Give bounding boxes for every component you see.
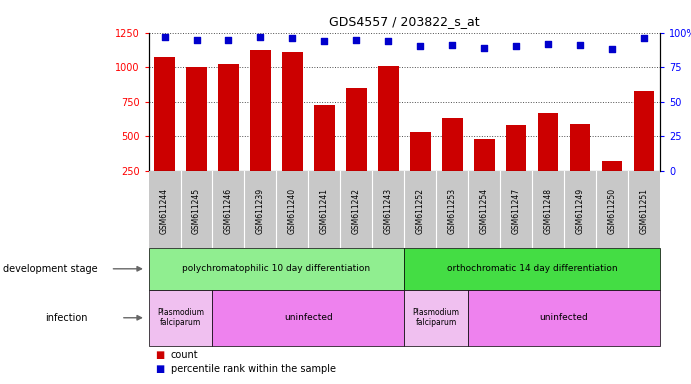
Bar [506, 124, 527, 205]
Text: ■: ■ [155, 364, 164, 374]
Bar [474, 139, 495, 205]
Point [159, 34, 170, 40]
Bar [442, 118, 462, 205]
Text: GSM611254: GSM611254 [480, 188, 489, 234]
Text: percentile rank within the sample: percentile rank within the sample [171, 364, 336, 374]
Text: development stage: development stage [3, 264, 98, 274]
Text: Plasmodium
falciparum: Plasmodium falciparum [413, 308, 460, 328]
Bar [538, 113, 558, 205]
Text: polychromatophilic 10 day differentiation: polychromatophilic 10 day differentiatio… [182, 264, 370, 273]
Text: orthochromatic 14 day differentiation: orthochromatic 14 day differentiation [447, 264, 617, 273]
Text: GSM611249: GSM611249 [576, 188, 585, 234]
Point [511, 43, 522, 50]
Text: GDS4557 / 203822_s_at: GDS4557 / 203822_s_at [329, 15, 480, 28]
Text: GSM611252: GSM611252 [416, 188, 425, 234]
Text: GSM611239: GSM611239 [256, 188, 265, 234]
Point [607, 46, 618, 52]
Point [255, 34, 266, 40]
Text: GSM611250: GSM611250 [607, 188, 616, 234]
Point [638, 35, 650, 41]
Point [191, 36, 202, 43]
Text: GSM611247: GSM611247 [511, 188, 520, 234]
Point [446, 42, 457, 48]
Text: GSM611248: GSM611248 [544, 188, 553, 234]
Text: GSM611240: GSM611240 [288, 188, 297, 234]
Point [542, 41, 553, 47]
Text: GSM611246: GSM611246 [224, 188, 233, 234]
Bar [282, 52, 303, 205]
Text: Plasmodium
falciparum: Plasmodium falciparum [157, 308, 204, 328]
Text: ■: ■ [155, 350, 164, 360]
Text: GSM611251: GSM611251 [639, 188, 648, 234]
Text: GSM611241: GSM611241 [320, 188, 329, 234]
Text: GSM611253: GSM611253 [448, 188, 457, 234]
Point [223, 36, 234, 43]
Bar [634, 91, 654, 205]
Point [574, 42, 585, 48]
Text: uninfected: uninfected [284, 313, 333, 322]
Bar [378, 66, 399, 205]
Text: GSM611242: GSM611242 [352, 188, 361, 234]
Text: GSM611245: GSM611245 [192, 188, 201, 234]
Point [479, 45, 490, 51]
Text: GSM611243: GSM611243 [384, 188, 392, 234]
Bar [410, 132, 430, 205]
Bar [602, 161, 623, 205]
Point [351, 36, 362, 43]
Point [383, 38, 394, 44]
Bar [154, 57, 175, 205]
Text: count: count [171, 350, 198, 360]
Point [415, 43, 426, 50]
Bar [250, 50, 271, 205]
Text: GSM611244: GSM611244 [160, 188, 169, 234]
Bar [218, 64, 239, 205]
Text: uninfected: uninfected [540, 313, 589, 322]
Bar [186, 67, 207, 205]
Bar [346, 88, 367, 205]
Text: infection: infection [45, 313, 88, 323]
Bar [569, 124, 590, 205]
Bar [314, 104, 334, 205]
Point [319, 38, 330, 44]
Point [287, 35, 298, 41]
